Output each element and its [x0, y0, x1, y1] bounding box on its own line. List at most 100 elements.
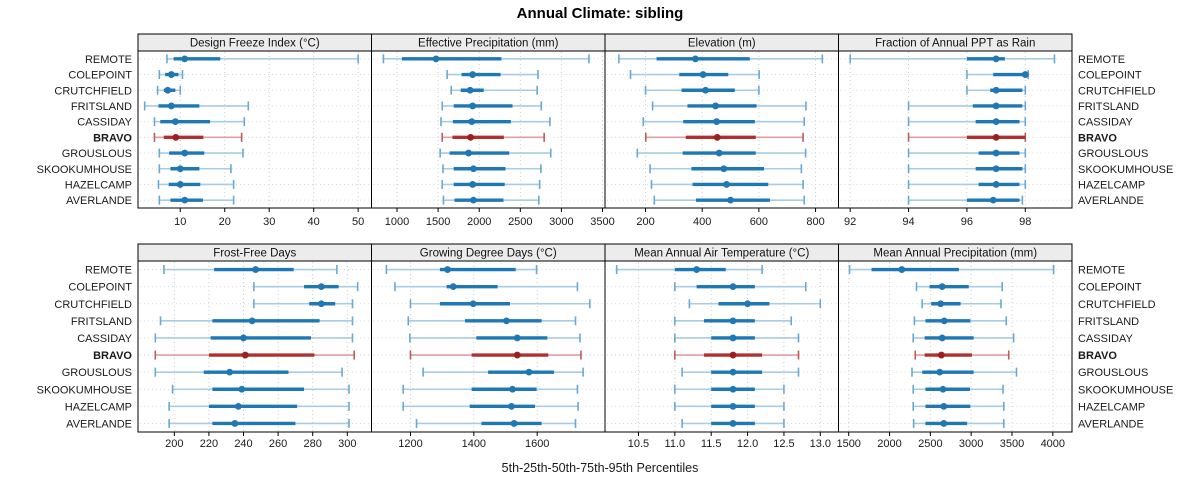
median-dot — [937, 351, 945, 359]
station-label-right: REMOTE — [1078, 54, 1125, 66]
station-label-right: BRAVO — [1078, 132, 1117, 144]
percentile-row-skookumhouse — [140, 164, 370, 174]
median-dot — [727, 196, 734, 204]
percentile-row-bravo — [140, 350, 370, 360]
median-dot — [167, 71, 175, 78]
tick-label: 260 — [269, 438, 287, 450]
median-dot — [444, 266, 451, 273]
percentile-row-fritsland — [840, 101, 1070, 111]
median-dot — [729, 317, 737, 325]
percentile-row-bravo — [607, 350, 837, 360]
median-dot — [712, 102, 719, 110]
median-dot — [938, 334, 946, 342]
median-dot — [729, 402, 737, 410]
median-dot — [231, 420, 239, 427]
median-dot — [938, 283, 946, 291]
median-dot — [940, 420, 948, 427]
percentile-row-skookumhouse — [840, 384, 1070, 394]
median-dot — [992, 165, 1000, 173]
percentile-row-colepoint — [373, 70, 603, 80]
panel-plot-area — [838, 50, 1073, 209]
tick-label: 94 — [902, 216, 914, 228]
panel-title: Design Freeze Index (°C) — [190, 38, 320, 50]
station-label-right: CRUTCHFIELD — [1078, 299, 1156, 311]
median-dot — [936, 368, 944, 376]
tick-label: 200 — [636, 216, 654, 228]
median-dot — [432, 55, 440, 63]
station-label-left: REMOTE — [85, 54, 132, 66]
panel-plot-area — [137, 260, 372, 433]
median-dot — [164, 86, 172, 94]
tick-label: 11.0 — [665, 438, 686, 450]
median-dot — [172, 133, 180, 141]
percentile-row-grouslous — [140, 367, 370, 377]
percentile-row-averlande — [373, 418, 603, 428]
tick-label: 13.0 — [810, 438, 831, 450]
percentile-row-crutchfield — [840, 85, 1070, 95]
station-label-right: SKOOKUMHOUSE — [1078, 164, 1173, 176]
tick-label: 3000 — [549, 216, 573, 228]
panel-elevation-m: 200 400 600 800 Elevation (m) — [604, 33, 839, 228]
panel-title: Growing Degree Days (°C) — [420, 248, 557, 260]
percentile-row-averlande — [373, 195, 603, 205]
tick-label: 3500 — [1000, 438, 1024, 450]
percentile-row-colepoint — [140, 282, 370, 292]
tick-label: 400 — [693, 216, 711, 228]
percentile-row-colepoint — [840, 70, 1070, 80]
percentile-row-remote — [840, 265, 1070, 275]
panel-growing-degree-days-c: 1200 1400 1600 Growing Degree Days (°C) — [371, 243, 606, 450]
station-label-right: HAZELCAMP — [1078, 401, 1145, 413]
percentile-row-remote — [373, 265, 603, 275]
station-label-right: COLEPOINT — [1078, 282, 1142, 294]
median-dot — [699, 71, 707, 78]
median-dot — [693, 266, 701, 273]
median-dot — [240, 334, 247, 342]
tick-label: 40 — [308, 216, 320, 228]
panel-title: Frost-Free Days — [213, 248, 296, 260]
percentile-row-fritsland — [373, 101, 603, 111]
tick-label: 1500 — [836, 438, 860, 450]
median-dot — [465, 149, 472, 157]
median-dot — [729, 368, 737, 376]
percentile-row-cassiday — [607, 333, 837, 343]
panel-effective-precipitation-mm: 1000 1500 2000 2500 3000 3500 Effective Precip… — [371, 33, 615, 228]
median-dot — [992, 118, 1000, 126]
median-dot — [181, 149, 189, 157]
median-dot — [729, 283, 737, 291]
panel-header — [838, 33, 1073, 52]
median-dot — [469, 102, 477, 110]
median-dot — [939, 385, 947, 393]
station-label-left: CRUTCHFIELD — [54, 299, 132, 311]
percentile-row-crutchfield — [373, 85, 603, 95]
station-label-left: HAZELCAMP — [65, 401, 132, 413]
percentile-row-colepoint — [607, 282, 837, 292]
median-dot — [713, 133, 721, 141]
axis-caption: 5th-25th-50th-75th-95th Percentiles — [501, 461, 699, 475]
station-label-right: AVERLANDE — [1078, 195, 1144, 207]
percentile-row-grouslous — [607, 148, 837, 158]
percentile-row-skookumhouse — [607, 384, 837, 394]
panel-plot-area — [604, 260, 839, 433]
tick-label: 2500 — [508, 216, 532, 228]
percentile-row-hazelcamp — [373, 179, 603, 189]
median-dot — [252, 266, 260, 273]
median-dot — [238, 385, 246, 393]
station-label-left: GROUSLOUS — [62, 367, 132, 379]
percentile-row-colepoint — [373, 282, 603, 292]
median-dot — [720, 165, 728, 173]
percentile-row-fritsland — [140, 101, 370, 111]
station-label-right: CRUTCHFIELD — [1078, 85, 1156, 97]
station-label-left: BRAVO — [93, 132, 132, 144]
tick-label: 600 — [750, 216, 768, 228]
panel-plot-area — [604, 50, 839, 209]
percentile-row-cassiday — [140, 117, 370, 127]
median-dot — [470, 165, 477, 173]
tick-label: 96 — [961, 216, 973, 228]
station-label-right: CASSIDAY — [1078, 333, 1133, 345]
median-dot — [509, 385, 516, 393]
tick-label: 240 — [234, 438, 252, 450]
panel-title: Elevation (m) — [688, 38, 756, 50]
median-dot — [241, 351, 249, 359]
percentile-row-skookumhouse — [140, 384, 370, 394]
tick-label: 1200 — [398, 438, 422, 450]
